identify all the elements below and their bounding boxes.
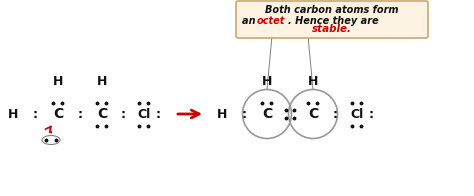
Text: H: H bbox=[53, 74, 63, 87]
Text: Cl: Cl bbox=[350, 107, 364, 121]
Text: :: : bbox=[332, 107, 337, 121]
Text: C: C bbox=[53, 107, 63, 121]
Text: an: an bbox=[242, 15, 259, 25]
Text: :: : bbox=[33, 107, 38, 121]
Text: C: C bbox=[308, 107, 318, 121]
Text: H: H bbox=[97, 74, 107, 87]
Text: C: C bbox=[97, 107, 107, 121]
Text: :: : bbox=[155, 107, 161, 121]
Text: H: H bbox=[262, 74, 272, 87]
Text: stable.: stable. bbox=[312, 24, 352, 34]
Text: :: : bbox=[120, 107, 126, 121]
Text: Both carbon atoms form: Both carbon atoms form bbox=[265, 5, 399, 15]
Text: :: : bbox=[368, 107, 374, 121]
Text: Cl: Cl bbox=[137, 107, 151, 121]
Text: H: H bbox=[217, 107, 227, 121]
Text: octet: octet bbox=[257, 15, 285, 25]
Text: H: H bbox=[8, 107, 18, 121]
FancyBboxPatch shape bbox=[236, 1, 428, 38]
Text: . Hence they are: . Hence they are bbox=[288, 15, 379, 25]
Text: :: : bbox=[242, 107, 247, 121]
Text: C: C bbox=[262, 107, 272, 121]
Text: H: H bbox=[308, 74, 318, 87]
Text: :: : bbox=[78, 107, 82, 121]
